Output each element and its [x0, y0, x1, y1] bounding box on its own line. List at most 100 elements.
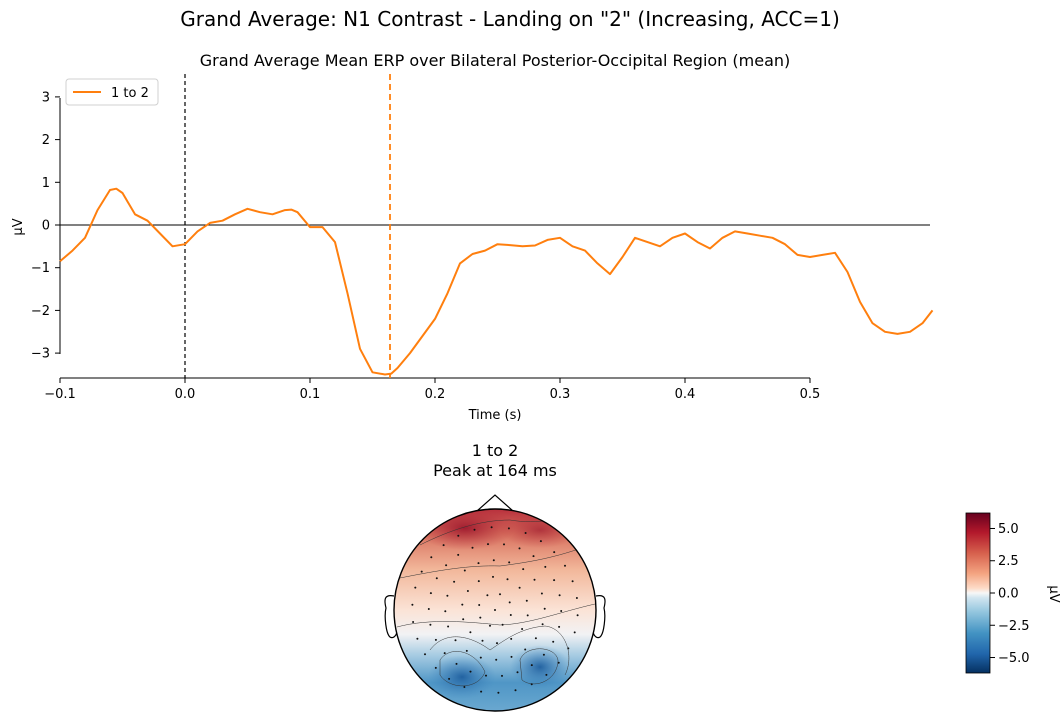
sensor-dot — [530, 664, 533, 667]
sensor-dot — [532, 555, 535, 558]
sensor-dot — [424, 653, 426, 656]
sensor-dot — [541, 623, 544, 626]
contour-line — [399, 544, 591, 579]
sensor-dot — [518, 586, 521, 589]
y-axis-label: µV — [11, 218, 26, 235]
x-tick-label: 0.1 — [300, 387, 321, 402]
sensor-dot — [466, 590, 469, 592]
frontal-positive-blob — [415, 509, 515, 550]
sensor-dot — [545, 673, 548, 676]
sensor-dot — [446, 594, 449, 597]
x-tick-label: 0.3 — [550, 387, 571, 402]
sensor-dot — [447, 625, 450, 628]
sensor-dot — [478, 604, 481, 606]
sensor-dot — [522, 568, 525, 571]
legend-label: 1 to 2 — [111, 86, 149, 101]
sensor-dot — [508, 601, 511, 604]
sensor-dot — [553, 551, 556, 554]
erp-plot-title: Grand Average Mean ERP over Bilateral Po… — [200, 51, 791, 70]
sensor-dot — [471, 546, 474, 549]
sensor-dot — [524, 648, 527, 651]
sensor-dot — [445, 564, 448, 567]
sensor-dot — [463, 569, 466, 572]
topomap: 1 to 2 Peak at 164 ms — [384, 441, 606, 712]
sensor-dot — [453, 580, 456, 583]
sensor-dot — [525, 599, 528, 602]
sensor-dot — [455, 662, 458, 665]
sensor-dot — [489, 624, 491, 627]
sensor-dot — [557, 661, 560, 664]
sensor-dot — [530, 683, 533, 686]
sensor-dot — [516, 671, 519, 674]
sensor-dot — [571, 580, 574, 583]
sensor-dot — [463, 686, 466, 688]
sensor-dot — [420, 570, 423, 573]
colorbar-tick-label: 2.5 — [998, 554, 1019, 569]
sensor-dot — [510, 637, 513, 640]
colorbar-tick-label: 5.0 — [998, 522, 1019, 537]
legend-box — [65, 78, 159, 106]
sensor-dot — [435, 577, 438, 580]
y-tick-label: −1 — [31, 261, 50, 276]
sensor-dot — [494, 609, 496, 611]
head-nose — [476, 494, 514, 512]
sensor-dot — [499, 593, 501, 596]
sensor-dot — [429, 623, 432, 626]
sensor-dot — [461, 603, 464, 606]
sensor-dot — [544, 565, 547, 568]
y-tick-label: 0 — [42, 219, 50, 234]
sensor-dot — [434, 666, 437, 669]
x-tick-label: 0.5 — [800, 387, 821, 402]
sensor-dot — [414, 586, 417, 589]
contour-line — [519, 648, 559, 685]
colorbar-tick-label: 0.0 — [998, 587, 1019, 602]
left-occipital-negative-blob — [428, 655, 496, 699]
figure-suptitle: Grand Average: N1 Contrast - Landing on … — [180, 7, 840, 31]
x-tick-label: −0.1 — [44, 387, 76, 402]
series-line-1-to-2 — [59, 187, 934, 376]
sensor-dot — [510, 655, 513, 658]
right-occipital-negative-blob — [510, 645, 570, 689]
sensor-dot — [495, 658, 498, 661]
sensor-dot — [518, 547, 521, 550]
sensor-dot — [486, 594, 489, 597]
sensor-dot — [526, 614, 529, 617]
sensor-dot — [567, 647, 570, 650]
sensor-dot — [479, 616, 482, 619]
sensor-dot — [552, 640, 555, 643]
sensor-dot — [503, 543, 505, 546]
sensor-dot — [497, 691, 500, 694]
sensor-dot — [533, 578, 536, 581]
sensor-dot — [427, 608, 430, 610]
sensor-dot — [534, 637, 537, 640]
sensor-dot — [462, 618, 465, 621]
sensor-dot — [575, 597, 578, 599]
sensor-dot — [481, 639, 484, 642]
sensor-dot — [477, 562, 480, 565]
sensor-dot — [521, 628, 524, 630]
sensor-dot — [443, 652, 446, 655]
y-tick-label: −3 — [31, 347, 50, 362]
sensor-dot — [430, 556, 433, 559]
contour-line — [439, 651, 486, 687]
sensor-dot — [564, 564, 566, 567]
topomap-title-peak: Peak at 164 ms — [433, 461, 557, 480]
colorbar-tick-label: −5.0 — [998, 651, 1030, 666]
sensor-dot — [514, 689, 517, 692]
sensor-dot — [576, 614, 579, 617]
sensor-dot — [507, 527, 510, 530]
sensor-dot — [542, 653, 545, 656]
y-tick-label: 2 — [42, 133, 50, 148]
sensor-dot — [411, 603, 414, 606]
sensor-dot — [540, 592, 543, 595]
colorbar-tick-label: −2.5 — [998, 619, 1030, 634]
x-axis-label: Time (s) — [468, 408, 522, 423]
y-tick-label: 1 — [42, 176, 50, 191]
contour-line — [396, 603, 596, 628]
sensor-dot — [496, 642, 498, 645]
sensor-dot — [469, 631, 472, 634]
colorbar: 5.0 2.5 0.0 −2.5 −5.0 µV — [965, 512, 1061, 674]
colorbar-label: µV — [1046, 585, 1061, 602]
y-tick-label: 3 — [42, 90, 50, 105]
sensor-dot — [524, 532, 527, 534]
